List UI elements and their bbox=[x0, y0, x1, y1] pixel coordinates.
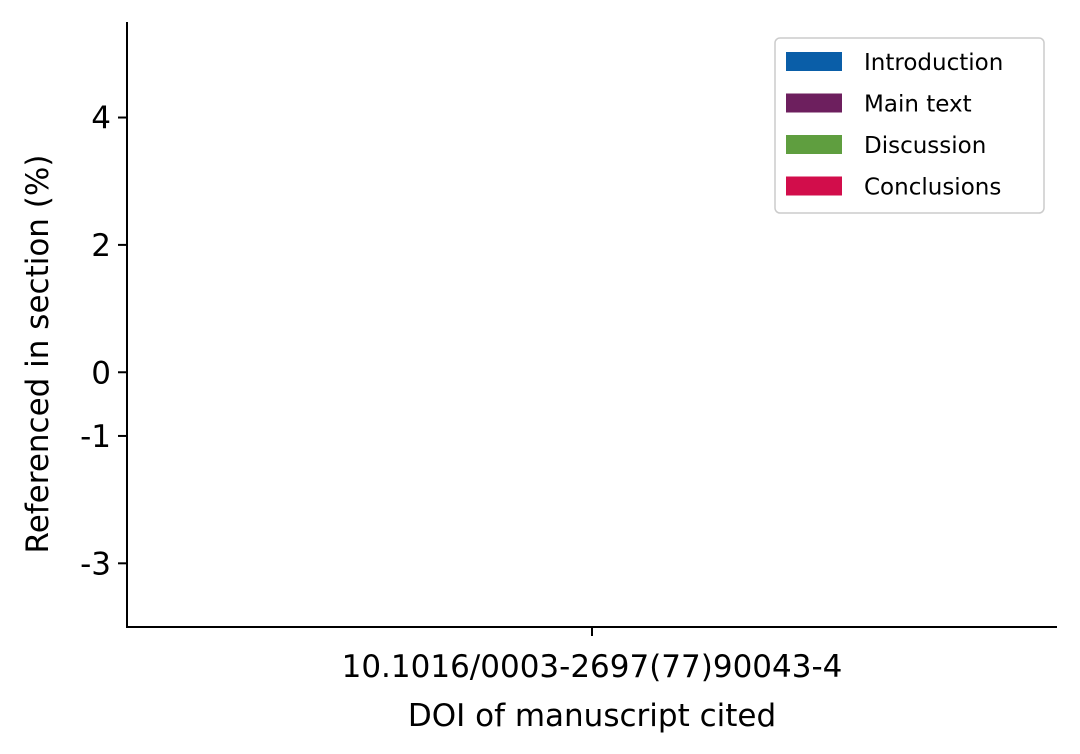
legend-swatch bbox=[786, 93, 842, 113]
legend-label: Introduction bbox=[864, 50, 1003, 76]
y-tick-label: 0 bbox=[91, 355, 111, 391]
y-tick-label: -1 bbox=[80, 419, 111, 455]
legend-swatch bbox=[786, 176, 842, 196]
y-axis-title: Referenced in section (%) bbox=[20, 155, 56, 554]
legend-frame bbox=[774, 37, 1045, 214]
y-tick-label: 2 bbox=[91, 228, 111, 264]
legend-swatch bbox=[786, 135, 842, 154]
x-ticks: 10.1016/0003-2697(77)90043-4 bbox=[342, 627, 843, 685]
x-tick-label: 10.1016/0003-2697(77)90043-4 bbox=[342, 649, 843, 685]
legend: Introduction Main text Discussion Conclusio… bbox=[774, 37, 1045, 214]
legend-swatch bbox=[786, 52, 842, 71]
y-tick-label: -3 bbox=[80, 546, 111, 582]
legend-label: Conclusions bbox=[864, 175, 1001, 201]
y-ticks: 4 2 0 -1 -3 bbox=[80, 101, 127, 582]
x-axis-title: DOI of manuscript cited bbox=[408, 698, 776, 734]
legend-label: Main text bbox=[864, 92, 972, 118]
y-tick-label: 4 bbox=[91, 101, 111, 137]
legend-label: Discussion bbox=[864, 133, 986, 159]
